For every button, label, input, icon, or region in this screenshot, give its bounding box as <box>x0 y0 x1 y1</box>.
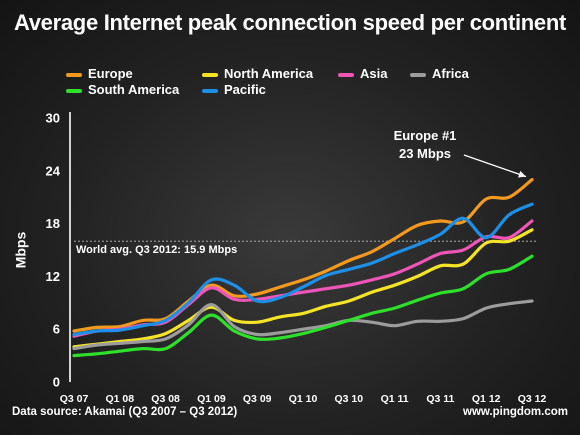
y-tick-label: 12 <box>46 269 60 284</box>
legend-swatch <box>202 88 218 93</box>
x-tick-label: Q1 09 <box>197 393 226 405</box>
x-tick-label: Q1 11 <box>381 393 409 405</box>
x-tick-label: Q3 09 <box>243 393 272 405</box>
annotation-line1: Europe #1 <box>394 128 457 143</box>
x-tick-label: Q1 12 <box>472 393 501 405</box>
legend-swatch <box>66 72 82 77</box>
x-tick-label: Q3 10 <box>334 393 363 405</box>
legend-item-asia: Asia <box>338 66 387 81</box>
y-tick-label: 18 <box>46 216 60 231</box>
data-source: Data source: Akamai (Q3 2007 – Q3 2012) <box>12 406 238 418</box>
legend-swatch <box>410 72 426 77</box>
annotation-line2: 23 Mbps <box>399 146 451 161</box>
legend-item-pacific: Pacific <box>202 82 266 97</box>
series-line-north-america <box>72 228 534 349</box>
y-tick-label: 30 <box>46 111 60 126</box>
legend-swatch <box>338 72 354 77</box>
reference-line-label: World avg. Q3 2012: 15.9 Mbps <box>76 244 237 256</box>
legend-swatch <box>202 72 218 77</box>
legend-item-north-america: North America <box>202 66 313 81</box>
legend-item-south-america: South America <box>66 82 179 97</box>
legend-item-africa: Africa <box>410 66 469 81</box>
legend-label: South America <box>88 82 180 97</box>
legend-item-europe: Europe <box>66 66 133 81</box>
y-tick-label: 0 <box>53 375 60 390</box>
x-tick-label: Q3 08 <box>151 393 180 405</box>
site-url: www.pingdom.com <box>463 406 568 418</box>
legend-label: Asia <box>360 66 388 81</box>
x-tick-label: Q3 07 <box>60 393 89 405</box>
series-line-pacific <box>72 202 534 337</box>
x-tick-label: Q3 11 <box>426 393 454 405</box>
legend-label: North America <box>224 66 314 81</box>
y-axis-title: Mbps <box>13 232 29 269</box>
annotation-arrow-line <box>463 154 527 178</box>
x-tick-label: Q3 12 <box>518 393 547 405</box>
series-line-africa <box>72 299 534 351</box>
y-tick-label: 6 <box>53 322 60 337</box>
series-line-south-america <box>72 254 534 358</box>
legend-label: Africa <box>432 66 469 81</box>
legend-swatch <box>66 88 82 93</box>
series-line-europe <box>72 178 534 333</box>
y-tick-label: 24 <box>46 163 61 178</box>
x-tick-label: Q1 10 <box>289 393 318 405</box>
chart-title: Average Internet peak connection speed p… <box>13 10 567 35</box>
legend-label: Europe <box>88 66 133 81</box>
annotation-arrowhead <box>518 170 526 178</box>
x-tick-label: Q1 08 <box>105 393 134 405</box>
legend-label: Pacific <box>224 82 266 97</box>
